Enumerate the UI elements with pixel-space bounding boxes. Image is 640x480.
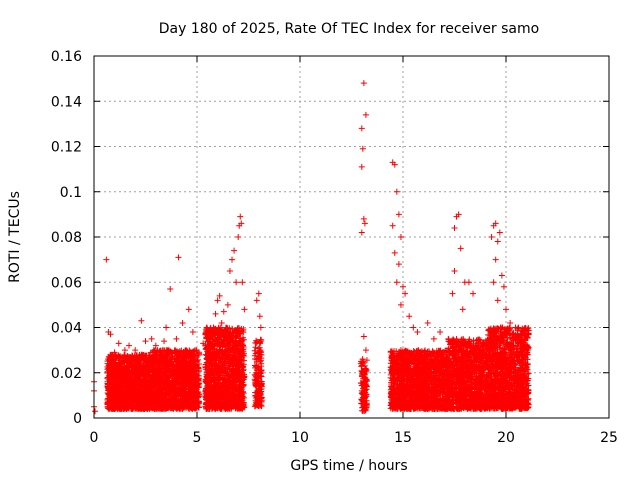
data-points <box>91 80 532 415</box>
